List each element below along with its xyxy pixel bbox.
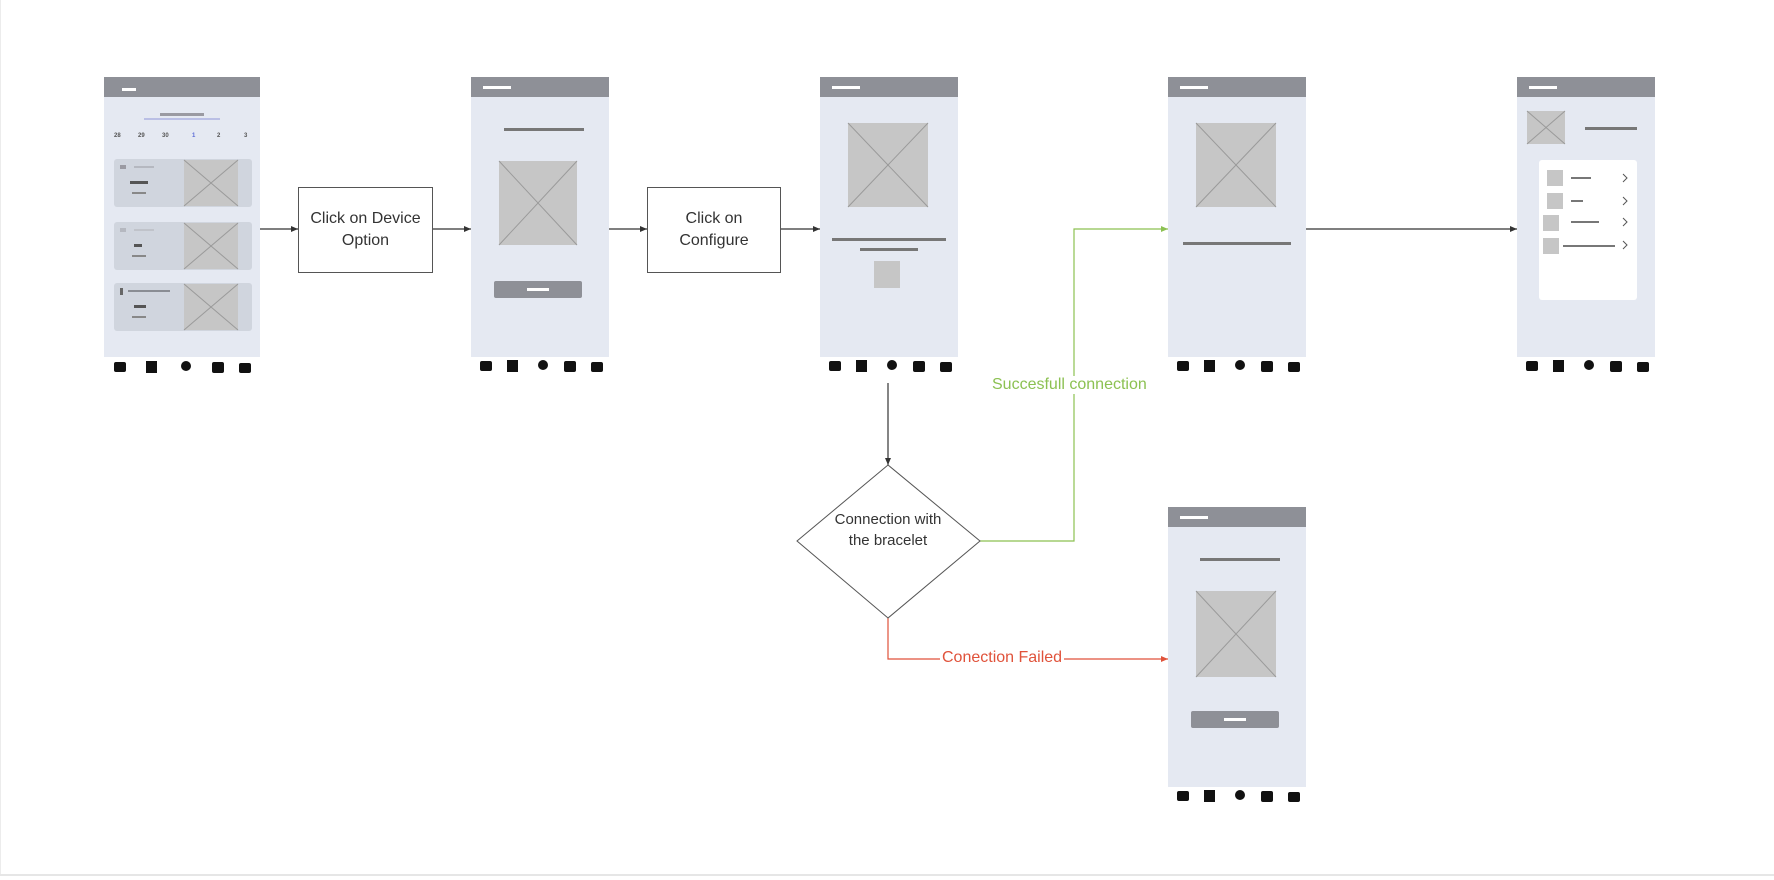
header-title-placeholder [483, 86, 511, 89]
list-icon [1204, 790, 1215, 802]
profile-icon [1288, 362, 1300, 372]
bottom-nav-icons [829, 360, 952, 372]
header-title-placeholder [122, 88, 136, 91]
mockup-screen-device-settings [1517, 77, 1655, 383]
header-title-placeholder [1180, 516, 1208, 519]
loader-placeholder [874, 261, 900, 288]
mockup-screen-devices: 28 29 30 1 2 3 [104, 77, 260, 383]
device-name-placeholder [1585, 127, 1637, 130]
chevron-right-icon [1622, 173, 1628, 183]
bottom-nav-icons [1526, 360, 1649, 372]
device-hand-icon [212, 362, 224, 373]
calendar-day: 29 [138, 133, 145, 139]
message-placeholder [832, 238, 946, 241]
message-placeholder [1183, 242, 1291, 245]
mockup-screen-pairing [820, 77, 958, 383]
home-icon [829, 361, 841, 371]
screen-header [1517, 77, 1655, 97]
calendar-day: 28 [114, 133, 121, 139]
title-placeholder [1200, 558, 1280, 561]
list-icon [1553, 360, 1564, 372]
device-card [114, 283, 252, 331]
home-icon [1177, 791, 1189, 801]
bottom-nav-icons [480, 360, 603, 372]
title-placeholder [504, 128, 584, 131]
chevron-right-icon [1622, 217, 1628, 227]
screen-header [1168, 77, 1306, 97]
list-icon [507, 360, 518, 372]
header-title-placeholder [1529, 86, 1557, 89]
profile-icon [1637, 362, 1649, 372]
edge-failure [887, 618, 1168, 662]
bottom-nav [104, 357, 260, 383]
calendar-day: 30 [162, 133, 169, 139]
screen-header [820, 77, 958, 97]
setting-icon [1543, 238, 1559, 254]
profile-icon [1288, 792, 1300, 802]
canvas-bottom-border [0, 874, 1774, 876]
home-icon [1526, 361, 1538, 371]
person-pin-icon [538, 360, 548, 370]
device-card [114, 222, 252, 270]
chevron-right-icon [1622, 196, 1628, 206]
mockup-screen-connected [1168, 77, 1306, 383]
header-title-placeholder [1180, 86, 1208, 89]
screen-header [104, 77, 260, 97]
device-hand-icon [564, 361, 576, 372]
screen-header [471, 77, 609, 97]
decision-label: Connection with the bracelet [834, 511, 942, 549]
calendar-day: 3 [244, 133, 248, 139]
profile-icon [239, 363, 251, 373]
decision-diamond [796, 464, 981, 619]
screen-header [1168, 507, 1306, 527]
bottom-nav-icons [1177, 790, 1300, 802]
calendar-row: 28 29 30 1 2 3 [114, 133, 248, 139]
calendar-day: 1 [192, 133, 196, 139]
header-title-placeholder [832, 86, 860, 89]
step-label: Click on Configure [679, 210, 749, 249]
step-click-device-option: Click on Device Option [298, 187, 433, 273]
canvas-left-border [0, 0, 1, 874]
profile-icon [940, 362, 952, 372]
person-pin-icon [181, 361, 191, 371]
settings-list [1543, 170, 1628, 254]
home-icon [1177, 361, 1189, 371]
person-pin-icon [1235, 790, 1245, 800]
screen-frame [820, 77, 958, 383]
list-icon [856, 360, 867, 372]
month-label-placeholder [160, 113, 204, 116]
calendar-day: 2 [217, 133, 221, 139]
profile-icon [591, 362, 603, 372]
chevron-right-icon [1622, 240, 1628, 250]
success-label: Succesfull connection [990, 376, 1149, 394]
device-hand-icon [1610, 361, 1622, 372]
list-icon [146, 361, 157, 373]
bottom-nav-icons [1177, 360, 1300, 372]
person-pin-icon [1584, 360, 1594, 370]
device-hand-icon [913, 361, 925, 372]
setting-icon [1547, 170, 1563, 186]
setting-icon [1547, 193, 1563, 209]
settings-card [1539, 160, 1637, 300]
list-icon [1204, 360, 1215, 372]
home-icon [480, 361, 492, 371]
mockup-screen-failed [1168, 507, 1306, 813]
step-click-configure: Click on Configure [647, 187, 781, 273]
bottom-nav-icons [114, 361, 251, 373]
step-label: Click on Device Option [310, 210, 421, 249]
screen-frame [1168, 77, 1306, 383]
device-hand-icon [1261, 791, 1273, 802]
person-pin-icon [887, 360, 897, 370]
mockup-screen-device-detail [471, 77, 609, 383]
setting-icon [1543, 215, 1559, 231]
home-icon [114, 362, 126, 372]
device-card [114, 159, 252, 207]
failure-label: Conection Failed [940, 649, 1065, 667]
device-hand-icon [1261, 361, 1273, 372]
person-pin-icon [1235, 360, 1245, 370]
